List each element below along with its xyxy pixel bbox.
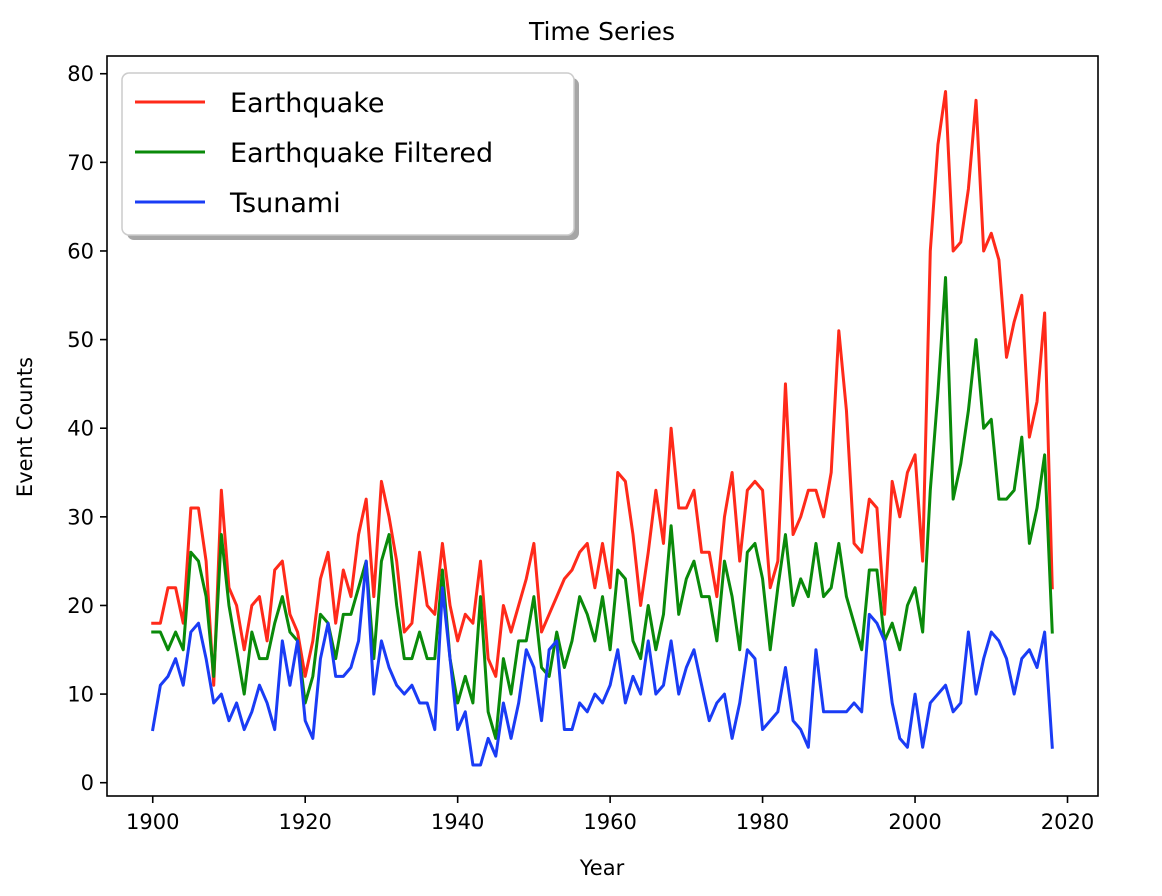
chart-title: Time Series [528, 17, 675, 46]
x-axis: 1900 1920 1940 1960 1980 2000 2020 [126, 796, 1094, 834]
series-line-earthquake [151, 89, 1054, 687]
y-tick-label: 0 [81, 771, 94, 795]
legend-label-earthquake: Earthquake [230, 88, 385, 119]
y-axis-label: Event Counts [13, 357, 37, 497]
y-tick-label: 60 [67, 239, 94, 263]
y-tick-label: 70 [67, 151, 94, 175]
series-line-tsunami [151, 559, 1054, 767]
legend-box [121, 72, 575, 236]
y-axis: 0 10 20 30 40 50 60 70 80 [67, 62, 107, 795]
y-tick-label: 10 [67, 683, 94, 707]
x-tick-label: 1940 [431, 810, 484, 834]
y-tick-label: 50 [67, 328, 94, 352]
x-tick-label: 1980 [736, 810, 789, 834]
y-tick-label: 20 [67, 594, 94, 618]
legend-label-tsunami: Tsunami [229, 188, 341, 219]
x-tick-label: 2020 [1041, 810, 1094, 834]
y-tick-label: 30 [67, 505, 94, 529]
legend: Earthquake Earthquake Filtered Tsunami [121, 72, 579, 240]
x-tick-label: 2000 [888, 810, 941, 834]
y-tick-label: 40 [67, 417, 94, 441]
x-tick-label: 1900 [126, 810, 179, 834]
x-tick-label: 1960 [583, 810, 636, 834]
series-layer [151, 89, 1054, 767]
x-tick-label: 1920 [278, 810, 331, 834]
x-axis-label: Year [579, 856, 625, 880]
legend-label-earthquake-filtered: Earthquake Filtered [230, 138, 493, 169]
plot-frame [106, 55, 1099, 797]
y-tick-label: 80 [67, 62, 94, 86]
